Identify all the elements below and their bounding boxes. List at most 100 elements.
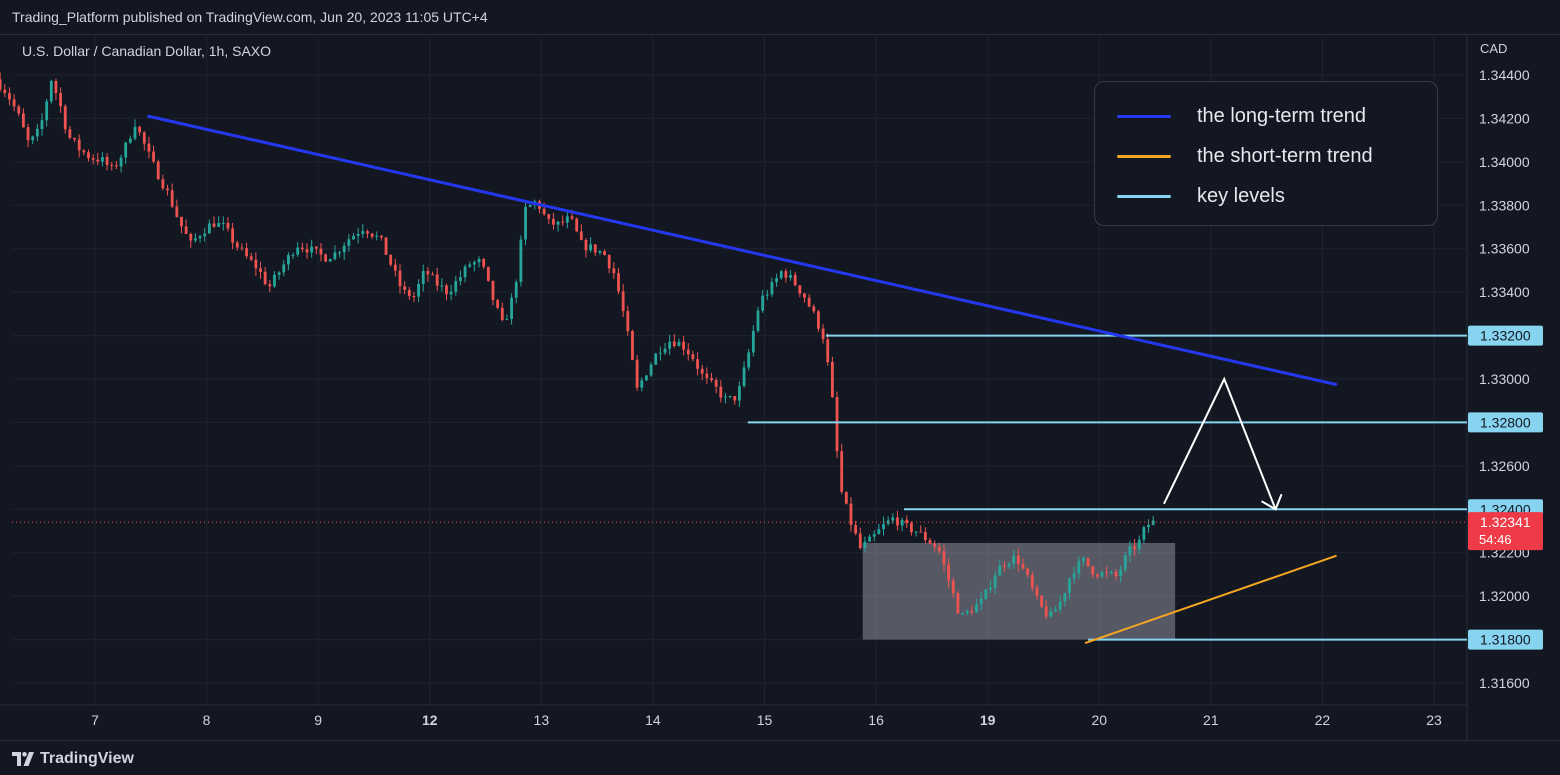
candle-body — [654, 353, 658, 365]
candle-body — [212, 223, 216, 227]
candle-body — [300, 247, 304, 250]
candle-body — [923, 531, 927, 541]
key-level-tag-bg — [1468, 325, 1543, 346]
candle-down — [705, 367, 709, 384]
candle-up — [119, 154, 123, 173]
candle-down — [937, 542, 941, 555]
candle-down — [1035, 584, 1039, 600]
candle-up — [1119, 565, 1123, 583]
candle-up — [1082, 555, 1085, 567]
candle-body — [221, 222, 225, 224]
candle-up — [328, 258, 332, 262]
candle-down — [830, 356, 834, 399]
candle-body — [1026, 568, 1030, 575]
candle-body — [658, 352, 662, 354]
brand-name[interactable]: TradingView — [40, 750, 134, 767]
candle-body — [705, 373, 709, 379]
candle-down — [12, 94, 16, 112]
candle-body — [1021, 564, 1025, 569]
candle-body — [319, 248, 323, 255]
candle-down — [1086, 558, 1090, 568]
candle-body — [370, 233, 374, 237]
candle-down — [575, 217, 579, 233]
candle-down — [584, 237, 588, 258]
candle-body — [928, 540, 932, 544]
candle-body — [35, 128, 39, 137]
candle-down — [393, 258, 397, 277]
candle-body — [207, 223, 211, 234]
candle-body — [45, 101, 49, 121]
legend-item-long-term: the long-term trend — [1117, 105, 1437, 129]
candle-body — [598, 251, 602, 253]
candle-body — [686, 349, 690, 355]
candle-down — [403, 281, 407, 295]
candle-down — [389, 254, 393, 267]
time-tick-label: 20 — [1091, 712, 1107, 728]
candle-down — [784, 268, 788, 283]
candle-up — [556, 220, 560, 232]
candle-up — [528, 204, 532, 208]
candle-down — [156, 159, 160, 180]
candle-body — [203, 233, 207, 237]
candle-body — [249, 256, 253, 260]
candle-up — [765, 289, 769, 300]
candle-body — [435, 274, 439, 286]
candle-down — [696, 352, 699, 376]
candle-up — [133, 119, 137, 141]
candle-body — [1003, 565, 1006, 567]
candle-body — [1142, 527, 1146, 540]
candle-down — [22, 108, 25, 128]
candle-up — [338, 250, 341, 258]
candle-body — [366, 231, 369, 234]
symbol-title[interactable]: U.S. Dollar / Canadian Dollar, 1h, SAXO — [22, 43, 272, 59]
time-tick-label: 8 — [203, 712, 211, 728]
candle-body — [528, 205, 532, 207]
candle-body — [463, 266, 467, 278]
price-axis: CAD 1.34400 1.34200 1.34000 1.33800 1.33600 1.… — [1479, 41, 1530, 691]
candle-body — [184, 226, 188, 234]
candle-body — [352, 235, 355, 240]
candle-down — [1133, 538, 1136, 556]
candle-down — [114, 160, 118, 170]
candle-body — [849, 503, 853, 525]
candle-body — [1086, 558, 1090, 567]
candle-body — [589, 244, 593, 251]
candle-up — [1063, 592, 1067, 607]
candle-down — [793, 271, 797, 287]
candle-body — [491, 280, 495, 301]
candle-up — [993, 571, 997, 594]
candle-up — [984, 588, 988, 601]
candle-up — [1128, 540, 1132, 563]
candle-body — [542, 208, 546, 215]
candle-body — [449, 291, 453, 295]
candle-down — [579, 224, 583, 241]
candle-up — [640, 377, 644, 392]
candle-down — [189, 232, 193, 248]
candle-down — [803, 292, 806, 303]
candle-body — [1133, 546, 1136, 549]
candle-body — [180, 216, 183, 227]
candle-down — [896, 510, 899, 531]
candle-down — [59, 87, 62, 113]
candle-down — [538, 199, 541, 214]
candle-body — [1100, 572, 1104, 577]
candle-up — [472, 260, 476, 272]
candle-body — [645, 375, 648, 381]
candle-down — [17, 104, 21, 117]
candle-body — [840, 451, 844, 492]
candle-body — [59, 92, 62, 107]
candle-up — [979, 591, 983, 611]
time-tick-label: 16 — [868, 712, 884, 728]
candle-down — [379, 235, 383, 241]
candle-down — [812, 304, 816, 314]
candle-down — [817, 309, 820, 333]
tradingview-logo-icon[interactable] — [12, 752, 36, 766]
candle-body — [1007, 563, 1011, 567]
candle-down — [491, 280, 495, 306]
candle-body — [612, 268, 616, 274]
candle-body — [96, 159, 100, 162]
candle-down — [73, 137, 76, 143]
candle-body — [524, 206, 527, 240]
candle-body — [668, 341, 672, 349]
